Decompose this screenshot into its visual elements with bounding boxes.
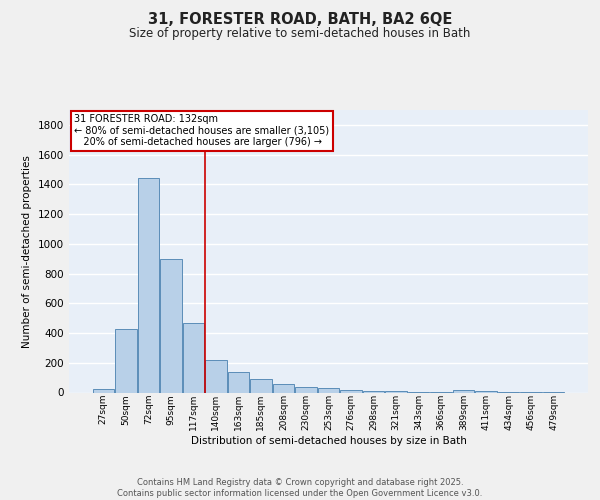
Bar xyxy=(160,258,182,392)
Bar xyxy=(318,388,339,392)
Bar xyxy=(182,322,204,392)
Bar xyxy=(205,360,227,392)
Y-axis label: Number of semi-detached properties: Number of semi-detached properties xyxy=(22,155,32,348)
Text: Size of property relative to semi-detached houses in Bath: Size of property relative to semi-detach… xyxy=(130,28,470,40)
Bar xyxy=(340,390,362,392)
Bar xyxy=(92,389,114,392)
Text: 31, FORESTER ROAD, BATH, BA2 6QE: 31, FORESTER ROAD, BATH, BA2 6QE xyxy=(148,12,452,28)
Text: 31 FORESTER ROAD: 132sqm
← 80% of semi-detached houses are smaller (3,105)
   20: 31 FORESTER ROAD: 132sqm ← 80% of semi-d… xyxy=(74,114,329,148)
Bar xyxy=(273,384,294,392)
Bar xyxy=(363,390,384,392)
Bar xyxy=(137,178,159,392)
Bar xyxy=(250,379,272,392)
Bar xyxy=(453,390,475,392)
Text: Contains HM Land Registry data © Crown copyright and database right 2025.
Contai: Contains HM Land Registry data © Crown c… xyxy=(118,478,482,498)
X-axis label: Distribution of semi-detached houses by size in Bath: Distribution of semi-detached houses by … xyxy=(191,436,466,446)
Bar xyxy=(115,328,137,392)
Bar xyxy=(228,372,249,392)
Bar xyxy=(295,386,317,392)
